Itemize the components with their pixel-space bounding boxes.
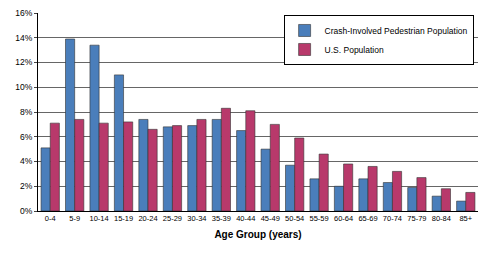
svg-text:65-69: 65-69 xyxy=(358,214,377,223)
svg-text:70-74: 70-74 xyxy=(383,214,402,223)
svg-text:15-19: 15-19 xyxy=(114,214,133,223)
svg-text:35-39: 35-39 xyxy=(212,214,231,223)
svg-text:50-54: 50-54 xyxy=(285,214,304,223)
svg-text:6%: 6% xyxy=(20,132,33,142)
svg-text:0%: 0% xyxy=(20,206,33,216)
svg-text:5-9: 5-9 xyxy=(69,214,80,223)
svg-text:U.S. Population: U.S. Population xyxy=(325,45,384,55)
svg-text:0-4: 0-4 xyxy=(45,214,56,223)
svg-text:80-84: 80-84 xyxy=(432,214,451,223)
svg-text:25-29: 25-29 xyxy=(163,214,182,223)
svg-text:60-64: 60-64 xyxy=(334,214,353,223)
svg-text:Crash-Involved Pedestrian Popu: Crash-Involved Pedestrian Population xyxy=(325,26,468,36)
svg-text:45-49: 45-49 xyxy=(261,214,280,223)
svg-text:12%: 12% xyxy=(15,57,32,67)
svg-text:20-24: 20-24 xyxy=(138,214,157,223)
svg-text:40-44: 40-44 xyxy=(236,214,255,223)
svg-text:8%: 8% xyxy=(20,107,33,117)
svg-text:2%: 2% xyxy=(20,181,33,191)
svg-text:75-79: 75-79 xyxy=(407,214,426,223)
svg-text:10-14: 10-14 xyxy=(90,214,109,223)
svg-text:30-34: 30-34 xyxy=(187,214,206,223)
svg-text:85+: 85+ xyxy=(459,214,472,223)
svg-text:Age Group (years): Age Group (years) xyxy=(214,229,301,240)
svg-text:55-59: 55-59 xyxy=(310,214,329,223)
svg-text:16%: 16% xyxy=(15,8,32,18)
svg-text:4%: 4% xyxy=(20,156,33,166)
svg-text:10%: 10% xyxy=(15,82,32,92)
svg-text:14%: 14% xyxy=(15,33,32,43)
